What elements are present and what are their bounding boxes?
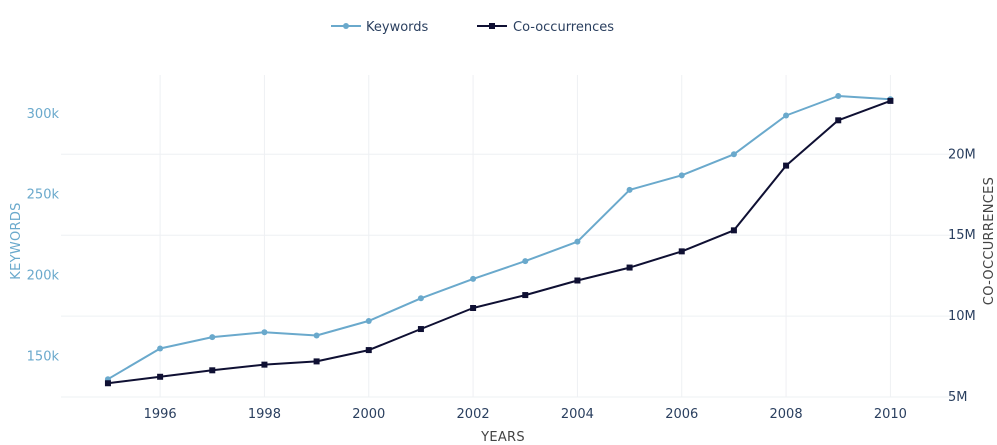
left-y-tick-labels: 150k 200k 250k 300k (27, 107, 60, 365)
cooccurrences-point (574, 277, 581, 284)
x-tick-label: 2008 (770, 407, 803, 422)
left-y-tick-label: 200k (27, 269, 60, 284)
keywords-point (313, 332, 320, 339)
left-y-tick-label: 300k (27, 107, 60, 122)
legend-item-cooccurrences[interactable]: Co-occurrences (477, 20, 614, 35)
series-cooccurrences (104, 97, 894, 387)
cooccurrences-point (313, 358, 320, 365)
legend-cooccurrences-marker (489, 23, 495, 29)
cooccurrences-point (730, 227, 737, 234)
left-y-tick-label: 150k (27, 350, 60, 365)
cooccurrences-point (261, 361, 268, 368)
keywords-point (835, 93, 842, 100)
left-y-tick-label: 250k (27, 188, 60, 203)
x-tick-label: 2002 (457, 407, 490, 422)
keywords-line (107, 95, 891, 381)
right-y-axis-title: CO-OCCURRENCES (982, 177, 997, 305)
x-tick-label: 2010 (874, 407, 907, 422)
keywords-point (783, 112, 790, 119)
right-y-tick-labels: 5M 10M 15M 20M (948, 147, 976, 405)
legend-keywords-marker (343, 23, 349, 29)
x-tick-labels: 1996 1998 2000 2002 2004 2006 2008 2010 (144, 407, 907, 422)
legend-label-keywords: Keywords (366, 20, 429, 35)
keywords-point (365, 317, 372, 324)
keywords-point (417, 295, 424, 302)
keywords-point (209, 334, 216, 341)
keywords-point (157, 345, 164, 352)
cooccurrences-point (626, 264, 633, 271)
keywords-point (730, 151, 737, 158)
series-keywords (104, 93, 894, 383)
y-gridlines (61, 153, 953, 398)
x-tick-label: 1998 (248, 407, 281, 422)
x-tick-label: 2000 (352, 407, 385, 422)
x-tick-label: 1996 (144, 407, 177, 422)
keywords-point (678, 172, 685, 179)
cooccurrences-line (107, 99, 891, 385)
legend-label-cooccurrences: Co-occurrences (513, 20, 614, 35)
cooccurrences-point (417, 326, 424, 333)
keywords-point (574, 238, 581, 245)
cooccurrences-point (783, 162, 790, 169)
keywords-point (261, 329, 268, 336)
keywords-point (522, 258, 529, 265)
cooccurrences-point (104, 380, 111, 387)
cooccurrences-point (887, 97, 894, 104)
cooccurrences-point (470, 305, 477, 312)
keywords-point (470, 275, 477, 282)
cooccurrences-point (157, 373, 164, 380)
legend-item-keywords[interactable]: Keywords (331, 20, 429, 35)
legend[interactable]: Keywords Co-occurrences (331, 20, 614, 35)
cooccurrences-point (678, 248, 685, 255)
cooccurrences-point (835, 117, 842, 124)
right-y-tick-label: 15M (948, 228, 976, 243)
left-y-axis-title: KEYWORDS (9, 202, 24, 279)
right-y-tick-label: 10M (948, 309, 976, 324)
keywords-point (626, 186, 633, 193)
right-y-tick-label: 5M (948, 390, 968, 405)
cooccurrences-point (522, 292, 529, 299)
cooccurrences-point (365, 347, 372, 354)
x-axis-title: YEARS (480, 430, 525, 445)
x-tick-label: 2004 (561, 407, 594, 422)
cooccurrences-point (209, 367, 216, 374)
series-layer (104, 93, 894, 387)
x-gridlines (159, 75, 891, 397)
x-tick-label: 2006 (665, 407, 698, 422)
right-y-tick-label: 20M (948, 147, 976, 162)
